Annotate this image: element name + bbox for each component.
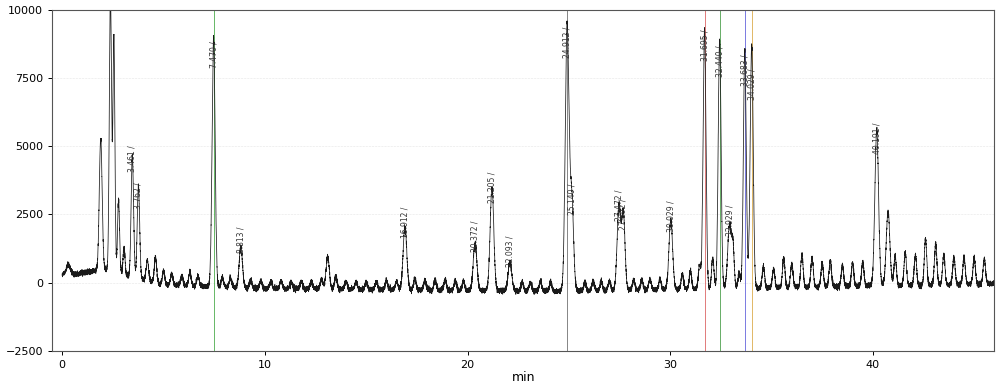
Text: 24.912 /: 24.912 /: [563, 27, 572, 58]
Text: 25.140 /: 25.140 /: [567, 184, 576, 215]
Text: 27.472 /: 27.472 /: [614, 190, 623, 221]
Text: 3.762 /: 3.762 /: [134, 182, 143, 209]
Text: 7.470 /: 7.470 /: [209, 41, 218, 68]
Text: 20.372 /: 20.372 /: [471, 221, 480, 252]
Text: 33.683 /: 33.683 /: [740, 55, 749, 86]
Text: 40.191 /: 40.191 /: [872, 122, 881, 154]
Text: 3.461 /: 3.461 /: [128, 146, 137, 172]
Text: 16.912 /: 16.912 /: [400, 207, 409, 238]
Text: 34.029 /: 34.029 /: [747, 68, 756, 100]
Text: 8.813 /: 8.813 /: [236, 226, 245, 253]
Text: 27.692 /: 27.692 /: [619, 199, 628, 230]
Text: 21.205 /: 21.205 /: [487, 172, 496, 204]
Text: 32.440 /: 32.440 /: [715, 46, 724, 77]
Text: 30.029 /: 30.029 /: [666, 201, 675, 232]
X-axis label: min: min: [512, 371, 535, 385]
Text: 32.929 /: 32.929 /: [725, 204, 734, 236]
Text: 22.093 /: 22.093 /: [505, 236, 514, 267]
Text: 31.695 /: 31.695 /: [700, 29, 709, 60]
